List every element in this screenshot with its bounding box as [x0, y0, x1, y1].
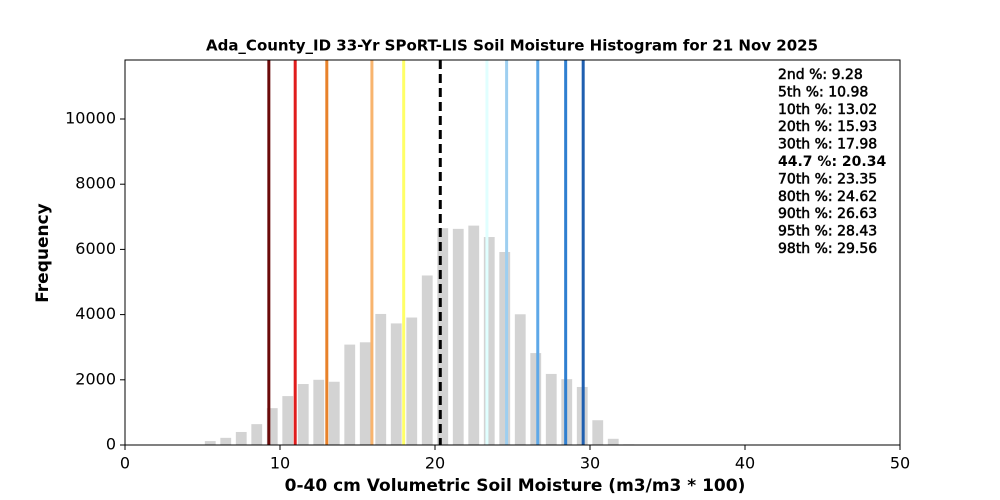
bar [282, 396, 294, 445]
bar [437, 228, 449, 445]
bar [266, 408, 278, 445]
x-tick-label: 0 [120, 454, 130, 473]
bar [297, 384, 309, 445]
x-tick-label: 30 [580, 454, 600, 473]
plot-frame [124, 59, 901, 446]
legend-entry: 2nd %: 9.28 [778, 67, 863, 83]
legend-entry: 90th %: 26.63 [778, 206, 877, 222]
legend-entry: 20th %: 15.93 [778, 119, 877, 135]
bar [483, 237, 495, 445]
y-tick-label: 10000 [65, 109, 116, 128]
bar [592, 420, 604, 445]
legend-entry: 98th %: 29.56 [778, 241, 877, 257]
bar [204, 441, 216, 445]
bar [251, 424, 263, 445]
chart-title: Ada_County_ID 33-Yr SPoRT-LIS Soil Moist… [206, 37, 818, 55]
bar [499, 252, 511, 445]
bar [607, 438, 619, 445]
bar [421, 275, 433, 445]
bar [328, 381, 340, 445]
bar [220, 437, 232, 445]
legend-entry: 30th %: 17.98 [778, 137, 877, 153]
legend-entry: 80th %: 24.62 [778, 189, 877, 205]
bar [452, 228, 464, 445]
legend-entry: 95th %: 28.43 [778, 224, 877, 240]
bar [468, 225, 480, 445]
x-tick-label: 20 [425, 454, 445, 473]
y-axis-label: Frequency [33, 203, 53, 303]
bar [545, 373, 557, 445]
legend-entry: 70th %: 23.35 [778, 171, 877, 187]
y-tick-label: 4000 [75, 304, 116, 323]
y-tick-label: 2000 [75, 369, 116, 388]
y-tick-label: 8000 [75, 174, 116, 193]
bar [514, 314, 526, 445]
bar [344, 344, 356, 445]
bar [530, 353, 542, 445]
bar [359, 342, 371, 445]
legend-entry: 44.7 %: 20.34 [778, 154, 886, 170]
x-tick-label: 50 [890, 454, 910, 473]
bar [313, 379, 325, 445]
bar [390, 323, 402, 445]
y-tick-label: 0 [106, 435, 116, 454]
x-axis-label: 0-40 cm Volumetric Soil Moisture (m3/m3 … [285, 476, 746, 496]
x-tick-label: 40 [735, 454, 755, 473]
bar [406, 317, 418, 445]
y-tick-label: 6000 [75, 239, 116, 258]
bar [375, 313, 387, 445]
x-tick-label: 10 [270, 454, 290, 473]
legend-entry: 5th %: 10.98 [778, 84, 868, 100]
bar [235, 431, 247, 445]
legend-entry: 10th %: 13.02 [778, 102, 877, 118]
